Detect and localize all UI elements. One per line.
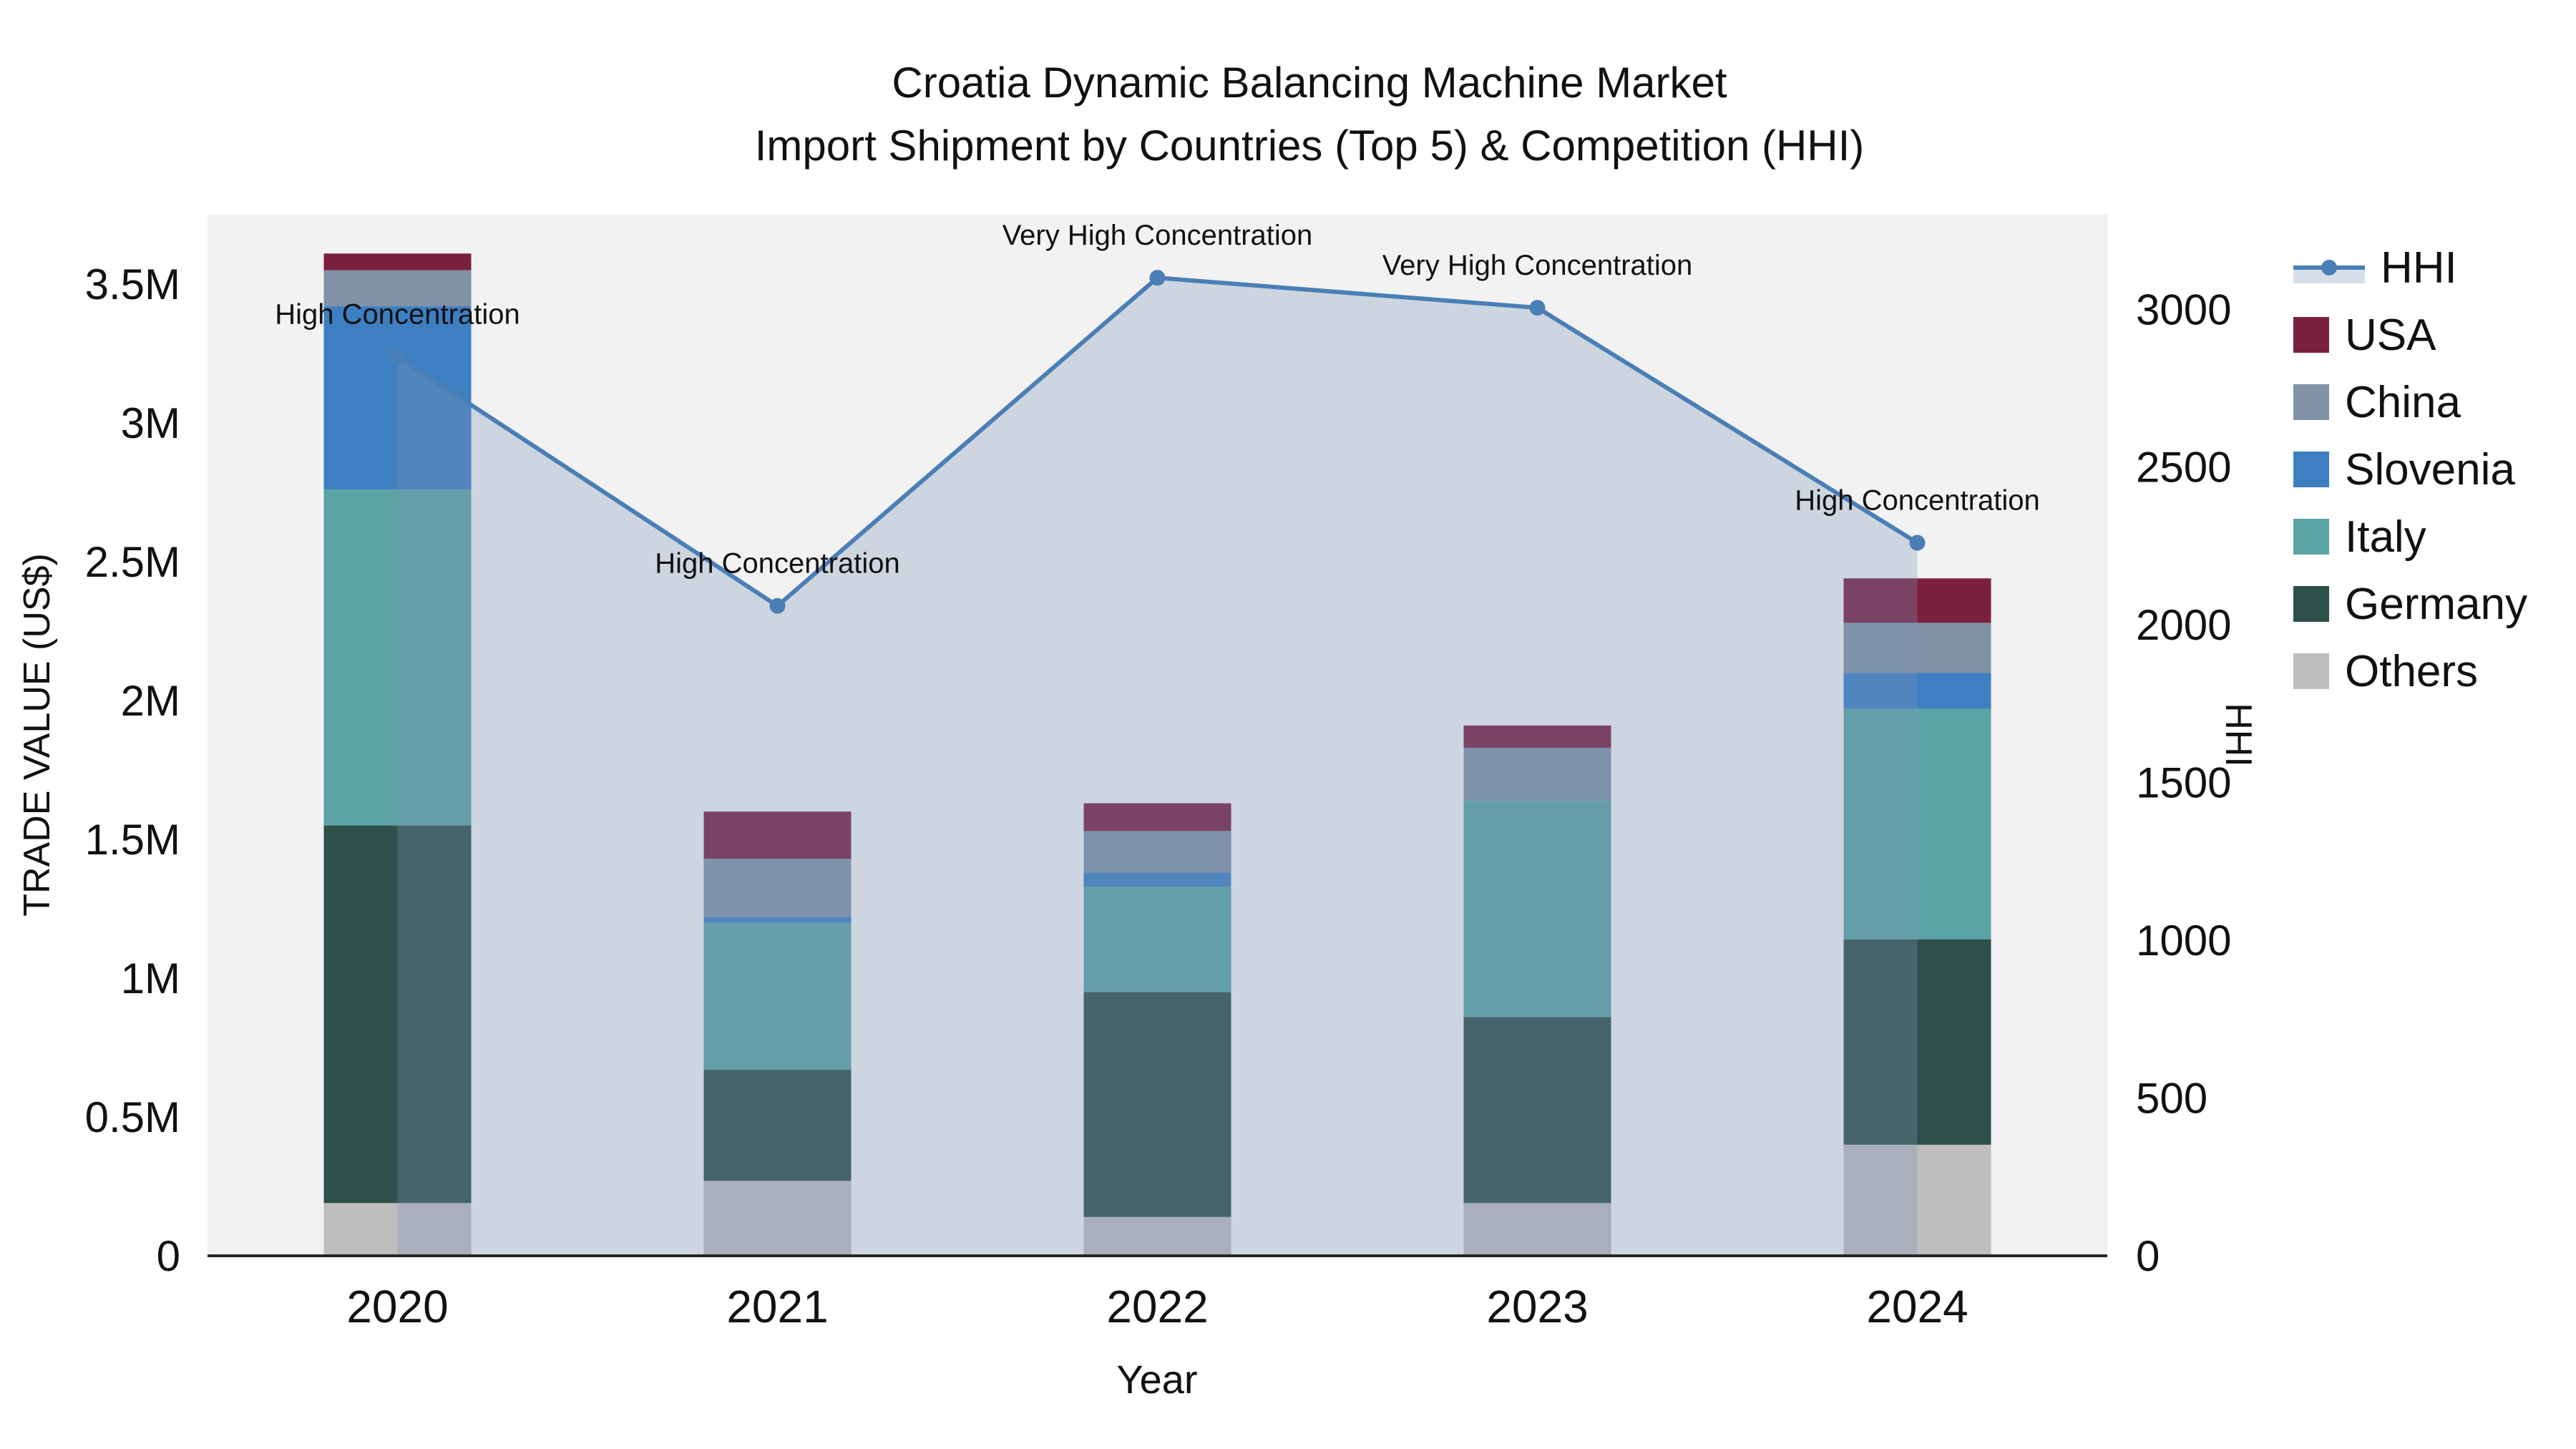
legend-swatch-others [2293, 653, 2329, 689]
chart-title-line2: Import Shipment by Countries (Top 5) & C… [754, 122, 1865, 170]
bar-segment-germany-2023 [1463, 1017, 1611, 1204]
legend-item-italy[interactable]: Italy [2293, 511, 2527, 562]
bar-segment-germany-2024 [1843, 939, 1991, 1145]
legend-label-hhi: HHI [2381, 243, 2457, 293]
x-tick-label-2023: 2023 [1486, 1281, 1588, 1332]
hhi-marker-2022 [1149, 270, 1166, 286]
legend-label-italy: Italy [2345, 512, 2426, 562]
y-left-tick-label: 2M [121, 677, 180, 725]
y-left-tick-label: 1M [121, 955, 180, 1002]
bar-segment-italy-2022 [1083, 886, 1231, 992]
bar-segment-italy-2020 [323, 489, 472, 826]
bar-segment-usa-2024 [1843, 578, 1991, 623]
x-tick-label-2024: 2024 [1866, 1281, 1968, 1332]
legend-label-china: China [2345, 377, 2461, 427]
bar-segment-others-2021 [703, 1181, 852, 1256]
y-left-tick-label: 0 [157, 1232, 180, 1280]
y-right-tick-label: 0 [2136, 1232, 2160, 1280]
bar-segment-slovenia-2022 [1083, 872, 1231, 887]
bar-segment-china-2024 [1843, 623, 1991, 673]
legend: HHI USA China Slovenia Italy Germany Others [2293, 242, 2527, 697]
legend-item-hhi[interactable]: HHI [2293, 242, 2527, 293]
legend-label-germany: Germany [2345, 579, 2527, 629]
bar-segment-germany-2021 [703, 1070, 852, 1181]
x-axis-label: Year [1116, 1357, 1198, 1402]
y-right-tick-label: 500 [2136, 1075, 2207, 1123]
y-right-tick-label: 1000 [2136, 917, 2231, 965]
hhi-marker-2021 [769, 597, 786, 614]
bar-segment-usa-2023 [1463, 725, 1611, 748]
x-tick-label-2020: 2020 [346, 1281, 448, 1332]
chart-title-line1: Croatia Dynamic Balancing Machine Market [892, 59, 1727, 107]
legend-label-others: Others [2345, 646, 2479, 696]
legend-swatch-germany [2293, 586, 2329, 622]
bar-segment-china-2023 [1463, 747, 1611, 801]
annotation-2024: High Concentration [1795, 485, 2039, 517]
hhi-marker-2020 [389, 348, 406, 365]
bar-segment-slovenia-2021 [703, 917, 852, 923]
bar-segment-slovenia-2020 [323, 306, 472, 490]
bar-segment-italy-2024 [1843, 708, 1991, 940]
legend-item-germany[interactable]: Germany [2293, 578, 2527, 630]
bar-segment-slovenia-2024 [1843, 673, 1991, 709]
legend-item-others[interactable]: Others [2293, 645, 2527, 697]
legend-item-china[interactable]: China [2293, 376, 2527, 428]
bar-segment-others-2022 [1083, 1216, 1231, 1256]
hhi-marker-2024 [1909, 535, 1926, 551]
legend-swatch-italy [2293, 519, 2329, 555]
bar-segment-others-2024 [1843, 1144, 1991, 1256]
y-left-tick-label: 2.5M [85, 538, 180, 586]
y-left-tick-label: 0.5M [85, 1093, 180, 1141]
y-right-tick-label: 3000 [2136, 286, 2231, 333]
x-tick-label-2022: 2022 [1106, 1281, 1208, 1332]
bar-segment-italy-2023 [1463, 800, 1611, 1018]
hhi-line-icon [2293, 260, 2365, 283]
legend-label-usa: USA [2345, 310, 2436, 360]
bar-segment-china-2021 [703, 859, 852, 917]
y-left-tick-label: 3M [121, 399, 180, 447]
annotation-2020: High Concentration [275, 298, 519, 330]
bar-segment-usa-2021 [703, 811, 852, 859]
bar-segment-usa-2022 [1083, 803, 1231, 831]
legend-label-slovenia: Slovenia [2345, 444, 2515, 494]
y-left-tick-label: 1.5M [85, 816, 180, 864]
hhi-marker-2023 [1529, 300, 1546, 316]
legend-swatch-china [2293, 384, 2329, 420]
annotation-2022: Very High Concentration [1002, 220, 1313, 251]
bar-segment-china-2020 [323, 270, 472, 307]
bar-segment-china-2022 [1083, 831, 1231, 873]
annotation-2023: Very High Concentration [1382, 250, 1693, 281]
x-tick-label-2021: 2021 [726, 1281, 828, 1332]
y-left-tick-label: 3.5M [85, 260, 180, 308]
bar-segment-usa-2020 [323, 253, 472, 270]
y-right-tick-label: 2500 [2136, 444, 2231, 492]
legend-swatch-usa [2293, 317, 2329, 353]
bar-segment-germany-2020 [323, 825, 472, 1204]
legend-swatch-slovenia [2293, 452, 2329, 487]
bar-segment-italy-2021 [703, 922, 852, 1070]
annotation-2021: High Concentration [655, 548, 899, 580]
y-axis-label-left: TRADE VALUE (US$) [16, 553, 58, 917]
chart-title: Croatia Dynamic Balancing Machine Market… [755, 52, 1865, 177]
bar-segment-germany-2022 [1083, 992, 1231, 1217]
bar-segment-others-2023 [1463, 1203, 1611, 1256]
y-axis-label-right: HHI [2218, 703, 2259, 767]
bar-segment-others-2020 [323, 1203, 472, 1256]
y-right-tick-label: 2000 [2136, 601, 2231, 649]
legend-item-slovenia[interactable]: Slovenia [2293, 444, 2527, 495]
legend-item-usa[interactable]: USA [2293, 309, 2527, 361]
y-right-tick-label: 1500 [2136, 759, 2231, 807]
hhi-area-fill [397, 278, 1918, 1256]
